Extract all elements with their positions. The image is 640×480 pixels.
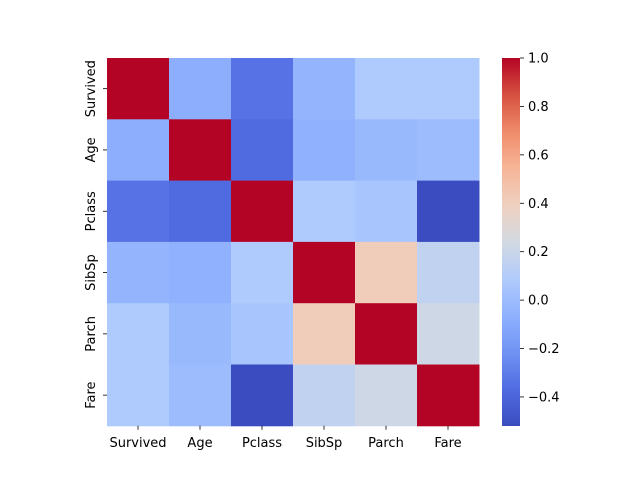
heatmap-cell-age-parch: [355, 119, 418, 182]
heatmap-cell-age-sibsp: [293, 119, 356, 182]
heatmap-cell-age-age: [169, 119, 232, 182]
heatmap-cell-parch-parch: [355, 303, 418, 365]
heatmap-cell-age-fare: [417, 119, 480, 182]
colorbar-tick-label: 0.4: [528, 197, 549, 212]
heatmap-cell-age-survived: [107, 119, 170, 182]
heatmap-cell-pclass-survived: [107, 180, 170, 243]
heatmap-cell-fare-age: [169, 364, 232, 427]
y-tick-label: Parch: [84, 316, 99, 352]
y-tick-label: Survived: [84, 60, 99, 117]
x-axis: Survived Age Pclass SibSp Parch Fare: [109, 425, 462, 451]
heatmap-cell-parch-age: [169, 303, 232, 365]
heatmap-cell-survived-parch: [355, 58, 418, 120]
heatmap-cell-fare-sibsp: [293, 364, 356, 427]
x-tick-label: Parch: [368, 436, 404, 451]
heatmap-cell-sibsp-parch: [355, 241, 418, 304]
colorbar-gradient: [502, 58, 520, 426]
heatmap-cell-parch-pclass: [231, 303, 294, 365]
heatmap-cell-survived-pclass: [231, 58, 294, 120]
heatmap-cell-parch-survived: [107, 303, 170, 365]
colorbar-tick-label: −0.2: [528, 342, 560, 357]
y-axis: Survived Age Pclass SibSp Parch Fare: [84, 60, 107, 409]
heatmap-cell-sibsp-fare: [417, 241, 480, 304]
heatmap-cell-pclass-parch: [355, 180, 418, 243]
heatmap-cell-fare-fare: [417, 364, 480, 427]
colorbar-tick-label: 0.6: [528, 148, 549, 163]
heatmap-cell-survived-sibsp: [293, 58, 356, 120]
heatmap-cell-survived-age: [169, 58, 232, 120]
y-tick-label: Age: [84, 137, 99, 162]
heatmap-cell-pclass-age: [169, 180, 232, 243]
heatmap-cell-age-pclass: [231, 119, 294, 182]
heatmap-cell-sibsp-age: [169, 241, 232, 304]
heatmap-cell-fare-parch: [355, 364, 418, 427]
heatmap-cell-sibsp-survived: [107, 241, 170, 304]
colorbar-tick-label: 0.8: [528, 100, 549, 115]
y-tick-label: Fare: [84, 381, 99, 408]
colorbar-tick-label: 0.0: [528, 294, 549, 309]
colorbar-tick-label: 1.0: [528, 52, 549, 67]
x-tick-label: Survived: [109, 436, 166, 451]
heatmap-cell-parch-fare: [417, 303, 480, 365]
heatmap-cell-fare-survived: [107, 364, 170, 427]
y-tick-label: SibSp: [84, 254, 99, 291]
colorbar-tick-label: −0.4: [528, 390, 560, 405]
colorbar: 1.0 0.8 0.6 0.4 0.2 0.0 −0.2 −0.4: [502, 52, 560, 426]
heatmap-cell-pclass-pclass: [231, 180, 294, 243]
x-tick-label: SibSp: [306, 436, 343, 451]
y-tick-label: Pclass: [84, 191, 99, 231]
colorbar-tick-label: 0.2: [528, 245, 549, 260]
heatmap-cells: [107, 58, 480, 427]
heatmap-cell-fare-pclass: [231, 364, 294, 427]
heatmap-cell-survived-survived: [107, 58, 170, 120]
x-tick-label: Age: [187, 436, 212, 451]
x-tick-label: Fare: [434, 436, 461, 451]
x-tick-label: Pclass: [242, 436, 282, 451]
heatmap-cell-sibsp-pclass: [231, 241, 294, 304]
colorbar-ticks: 1.0 0.8 0.6 0.4 0.2 0.0 −0.2 −0.4: [520, 52, 560, 405]
heatmap-cell-pclass-sibsp: [293, 180, 356, 243]
heatmap-cell-pclass-fare: [417, 180, 480, 243]
heatmap-cell-survived-fare: [417, 58, 480, 120]
heatmap-cell-parch-sibsp: [293, 303, 356, 365]
heatmap-cell-sibsp-sibsp: [293, 241, 356, 304]
